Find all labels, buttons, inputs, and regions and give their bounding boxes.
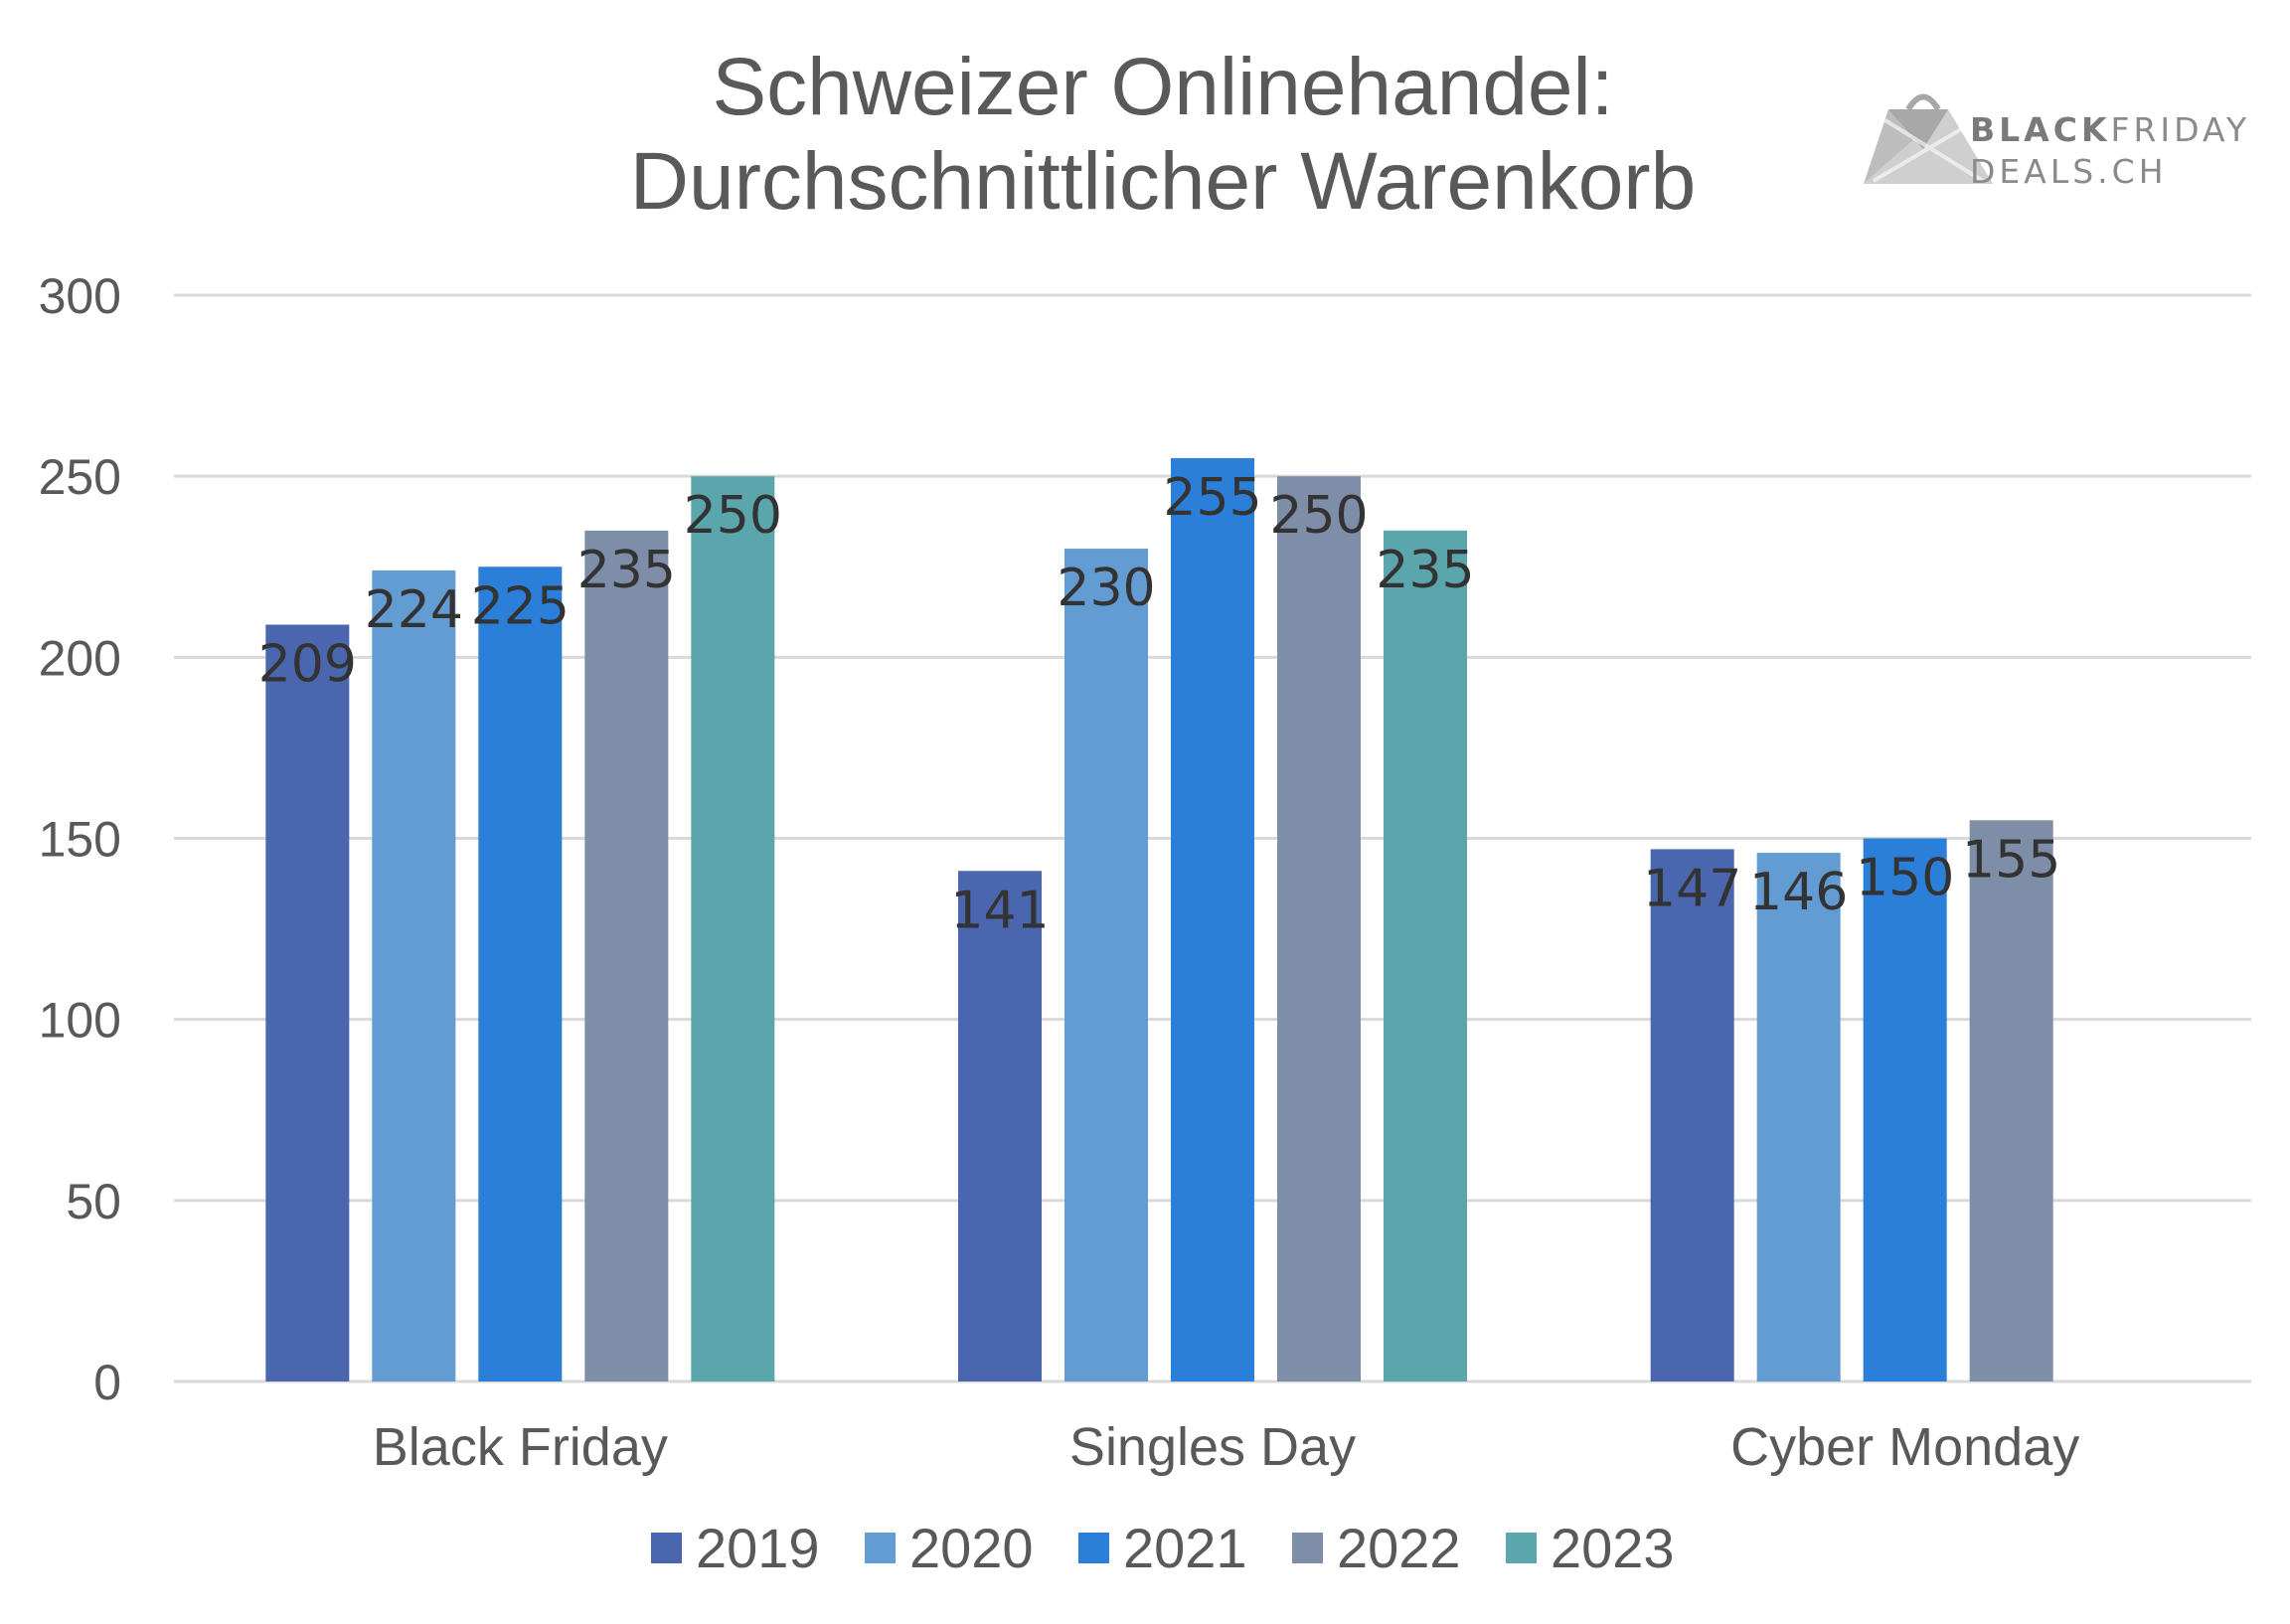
chart-title-line-2: Durchschnittlicher Warenkorb (630, 136, 1696, 227)
chart-title: Schweizer Onlinehandel: Durchschnittlich… (630, 42, 1696, 227)
data-label-2019-0: 209 (258, 635, 357, 695)
y-tick-label: 250 (39, 449, 121, 505)
bar-2019-1 (958, 871, 1042, 1381)
bar-2021-2 (1863, 838, 1947, 1381)
legend-label-2020: 2020 (909, 1517, 1034, 1579)
logo-text-rest: FRIDAY (2111, 110, 2251, 149)
data-label-2019-1: 141 (950, 881, 1049, 940)
data-label-2023-0: 250 (684, 486, 782, 546)
shopping-bag-icon (1864, 93, 1993, 184)
y-tick-label: 100 (39, 993, 121, 1049)
y-axis-tick-labels: 0 50 100 150 200 250 300 (39, 268, 121, 1410)
bar-2023-1 (1384, 530, 1467, 1381)
brand-logo: BLACKFRIDAY DEALS.CH (1864, 93, 2250, 191)
chart-title-line-1: Schweizer Onlinehandel: (712, 42, 1613, 132)
data-label-2020-0: 224 (365, 580, 463, 640)
legend-swatch-2019 (651, 1533, 682, 1563)
y-tick-label: 300 (39, 268, 121, 324)
legend-swatch-2022 (1292, 1533, 1323, 1563)
bar-2022-2 (1969, 820, 2053, 1381)
bar-2021-1 (1171, 457, 1254, 1381)
y-tick-label: 0 (93, 1355, 121, 1410)
logo-text-line-1: BLACKFRIDAY (1970, 110, 2250, 149)
logo-text-bold: BLACK (1970, 110, 2111, 149)
logo-text-line-2: DEALS.CH (1970, 152, 2168, 191)
legend-label-2023: 2023 (1551, 1517, 1675, 1579)
legend-swatch-2020 (865, 1533, 896, 1563)
data-label-2022-2: 155 (1962, 830, 2060, 890)
data-label-2022-1: 250 (1269, 486, 1368, 546)
x-axis-category-labels: Black Friday Singles Day Cyber Monday (373, 1417, 2079, 1477)
data-label-2022-0: 235 (577, 541, 676, 600)
bars (265, 457, 2053, 1382)
x-category-label: Cyber Monday (1730, 1417, 2079, 1477)
bar-2022-0 (584, 530, 669, 1381)
legend-swatch-2021 (1078, 1533, 1109, 1563)
bar-2020-0 (372, 569, 456, 1381)
bar-2023-0 (691, 476, 775, 1382)
x-category-label: Black Friday (373, 1417, 668, 1477)
data-label-2020-1: 230 (1057, 559, 1155, 618)
legend-swatch-2023 (1506, 1533, 1537, 1563)
data-label-2023-1: 235 (1376, 541, 1474, 600)
data-label-2020-2: 146 (1749, 863, 1848, 922)
y-tick-label: 200 (39, 630, 121, 686)
bar-2019-2 (1650, 849, 1734, 1381)
x-category-label: Singles Day (1069, 1417, 1356, 1477)
bar-2022-1 (1277, 476, 1361, 1382)
data-label-2021-1: 255 (1163, 468, 1261, 528)
data-label-2021-2: 150 (1856, 849, 1954, 908)
y-tick-label: 150 (39, 812, 121, 868)
legend-label-2021: 2021 (1123, 1517, 1247, 1579)
bar-2021-0 (478, 567, 563, 1381)
y-tick-label: 50 (66, 1174, 121, 1229)
data-label-2021-0: 225 (471, 576, 570, 636)
bar-2020-2 (1756, 853, 1841, 1381)
bar-2020-1 (1064, 549, 1148, 1381)
legend: 2019 2020 2021 2022 2023 (651, 1517, 1675, 1579)
data-label-2019-2: 147 (1643, 859, 1741, 918)
bar-2019-0 (265, 624, 350, 1381)
legend-label-2019: 2019 (696, 1517, 820, 1579)
legend-label-2022: 2022 (1337, 1517, 1461, 1579)
